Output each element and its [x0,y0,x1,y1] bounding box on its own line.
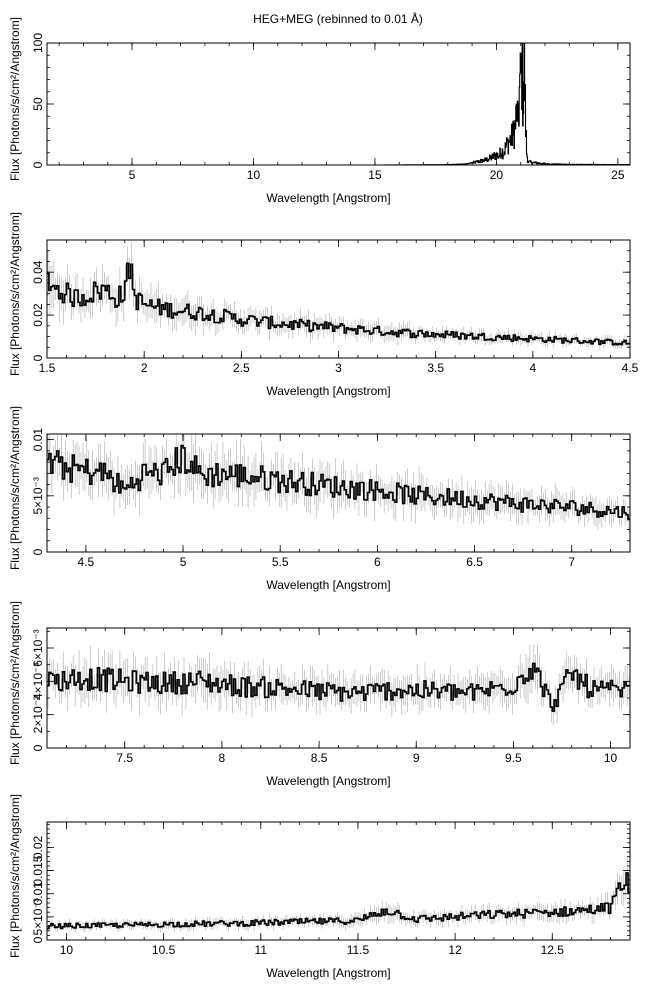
y-tick-label: 0 [31,354,45,361]
spectrum-series [47,242,630,350]
y-tick-label: 0.04 [31,260,45,284]
y-tick-label: 0.015 [31,855,45,885]
y-tick-label: 0.01 [31,428,45,452]
y-tick-label: 0 [31,744,45,751]
spectrum-line [47,444,630,521]
panel-1: 5 10 15 20 25 0 50 100 Wavelength [Angstrom] Flux… [8,17,631,205]
y-tick-label: 4×10⁻³ [31,663,45,700]
axis-ticks [46,628,631,749]
x-tick-label: 4 [529,361,536,375]
spectrum-line [47,262,630,346]
x-tick-label: 12 [448,943,462,957]
x-tick-label: 7.5 [116,751,133,765]
x-tick-label: 2 [141,361,148,375]
spectrum-line [47,872,630,930]
x-tick-label: 5.5 [272,555,289,569]
y-axis-label: Flux [Photons/s/cm²/Angstrom] [8,212,22,376]
y-tick-label: 0 [31,161,45,168]
x-tick-label: 11 [255,943,268,957]
x-tick-label: 1.5 [39,361,56,375]
panel-3: 4.5 5 5.5 6 6.5 7 0 5×10⁻³ 0.01 Wavelength [Angst… [8,406,631,592]
x-tick-label: 5 [180,555,187,569]
y-tick-label: 5×10⁻³ [31,898,45,935]
y-tick-label: 0 [31,548,45,555]
x-tick-label: 12.5 [541,943,565,957]
error-bars [47,643,630,726]
spectrum-line [47,43,630,165]
axis-ticks [46,434,631,553]
x-tick-label: 6 [374,555,381,569]
x-axis-label: Wavelength [Angstrom] [266,191,390,205]
x-tick-label: 9.5 [505,751,522,765]
y-tick-label: 5×10⁻³ [31,477,45,514]
x-tick-label: 7 [568,555,575,569]
x-axis-label: Wavelength [Angstrom] [266,578,390,592]
x-axis-label: Wavelength [Angstrom] [266,966,390,980]
x-tick-label: 8.5 [311,751,328,765]
x-tick-label: 10.5 [152,943,176,957]
spectrum-series [47,643,630,726]
x-tick-label: 20 [490,168,504,182]
y-tick-label: 0.02 [31,303,45,327]
x-tick-label: 11.5 [347,943,370,957]
axis-ticks [46,239,631,359]
x-tick-label: 15 [368,168,382,182]
plot-frame [46,42,631,166]
x-tick-label: 3.5 [427,361,444,375]
spectrum-series [47,855,630,933]
x-tick-label: 25 [611,168,625,182]
x-tick-label: 2.5 [233,361,250,375]
y-axis-label: Flux [Photons/s/cm²/Angstrom] [8,794,22,958]
panel-2: 1.5 2 2.5 3 3.5 4 4.5 0 0.02 0.04 Wavelength [Angs… [8,212,639,398]
x-tick-label: 8 [219,751,226,765]
x-tick-label: 4.5 [78,555,95,569]
x-tick-label: 5 [129,168,136,182]
y-axis-label: Flux [Photons/s/cm²/Angstrom] [8,17,22,181]
y-tick-label: 6×10⁻³ [31,629,45,666]
y-tick-label: 50 [31,97,45,111]
x-tick-label: 10 [604,751,618,765]
y-axis-label: Flux [Photons/s/cm²/Angstrom] [8,406,22,570]
y-axis-label: Flux [Photons/s/cm²/Angstrom] [8,601,22,765]
panel-4: 7.5 8 8.5 9 9.5 10 0 2×10⁻³4×10⁻³6×10⁻³ Waveleng… [8,601,631,788]
axis-ticks [46,822,631,941]
y-tick-label: 0.02 [31,835,45,859]
x-tick-label: 4.5 [622,361,639,375]
y-tick-label: 100 [31,33,45,53]
x-tick-label: 9 [413,751,420,765]
axis-ticks [47,42,630,166]
y-tick-label: 0.01 [31,882,45,906]
figure-title: HEG+MEG (rebinned to 0.01 Å) [253,11,423,26]
x-tick-label: 3 [335,361,342,375]
spectrum-line [47,662,630,712]
x-axis-label: Wavelength [Angstrom] [266,384,390,398]
spectrum-series [47,434,630,533]
y-tick-label: 0 [31,936,45,943]
error-bars [47,434,630,533]
x-tick-label: 10 [247,168,261,182]
x-tick-label: 6.5 [466,555,483,569]
y-tick-label: 2×10⁻³ [31,696,45,733]
x-tick-label: 10 [60,943,74,957]
x-axis-label: Wavelength [Angstrom] [266,774,390,788]
spectrum-series [47,43,630,165]
